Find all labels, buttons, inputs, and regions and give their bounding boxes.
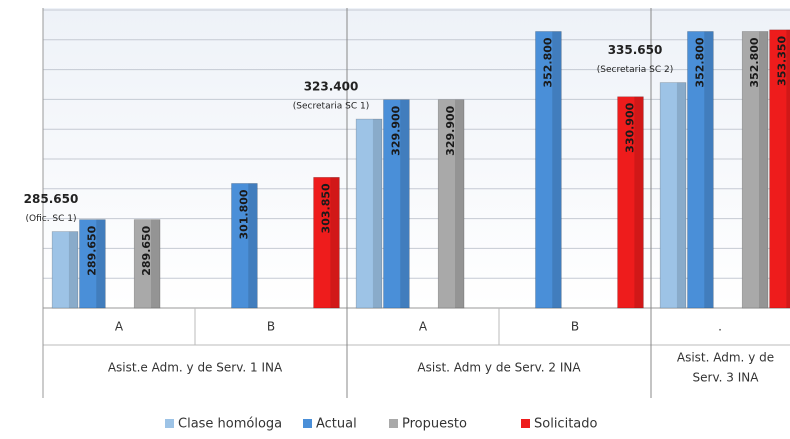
value-label: 323.400	[304, 80, 359, 94]
legend-label: Clase homóloga	[178, 417, 282, 432]
legend-label: Actual	[316, 417, 357, 432]
legend-swatch	[303, 419, 312, 428]
bar	[659, 82, 687, 309]
value-label: 353.350	[775, 35, 788, 85]
bar	[355, 118, 383, 309]
value-label: 303.850	[319, 183, 332, 233]
bar	[51, 231, 79, 309]
bar-shade	[400, 99, 410, 308]
group-label: Asist. Adm. y de	[677, 351, 774, 365]
legend-swatch	[521, 419, 530, 428]
x-tick-label: A	[115, 320, 124, 334]
x-tick-label: .	[718, 320, 722, 334]
bar	[687, 31, 714, 309]
bar-shade	[372, 119, 382, 309]
value-label: 289.650	[140, 225, 153, 275]
bar	[535, 31, 562, 309]
bar-shade	[758, 31, 769, 309]
bar-shade	[68, 231, 78, 308]
legend-swatch	[165, 419, 174, 428]
bar	[313, 177, 340, 309]
value-label: 335.650	[608, 43, 663, 57]
bar-shade	[96, 219, 106, 308]
x-tick-label: B	[267, 320, 275, 334]
bar-shade	[634, 96, 644, 308]
value-label: 285.650	[24, 192, 79, 206]
value-label: 329.900	[444, 105, 457, 155]
value-label: 301.800	[237, 189, 250, 239]
legend-label: Propuesto	[402, 417, 467, 432]
x-tick-label: B	[571, 320, 579, 334]
bar	[437, 99, 465, 309]
bar	[617, 96, 644, 309]
annotation: (Ofic. SC 1)	[25, 214, 76, 224]
group-label: Asist.e Adm. y de Serv. 1 INA	[108, 361, 283, 375]
bar-shade	[454, 99, 465, 308]
value-label: 352.800	[541, 37, 554, 87]
bar	[133, 219, 161, 309]
bar-shade	[330, 177, 340, 308]
value-label: 330.900	[623, 102, 636, 152]
value-label: 352.800	[693, 37, 706, 87]
bar	[769, 29, 790, 309]
annotation: (Secretaria SC 2)	[597, 65, 673, 75]
bar	[383, 99, 410, 309]
group-label: Asist. Adm y de Serv. 2 INA	[417, 361, 581, 375]
bar	[231, 183, 258, 309]
annotation: (Secretaria SC 1)	[293, 102, 369, 112]
legend-label: Solicitado	[534, 417, 598, 432]
bar-shade	[676, 82, 686, 308]
bar-shade	[150, 219, 161, 308]
group-label: Serv. 3 INA	[693, 371, 760, 385]
value-label: 352.800	[748, 37, 761, 87]
bar	[79, 219, 106, 309]
x-tick-label: A	[419, 320, 428, 334]
legend-swatch	[389, 419, 398, 428]
value-label: 329.900	[389, 105, 402, 155]
bar-shade	[704, 31, 714, 309]
value-label: 289.650	[85, 225, 98, 275]
bar-shade	[786, 29, 790, 309]
bar-shade	[248, 183, 258, 308]
bar	[741, 31, 769, 309]
bar-shade	[552, 31, 562, 309]
